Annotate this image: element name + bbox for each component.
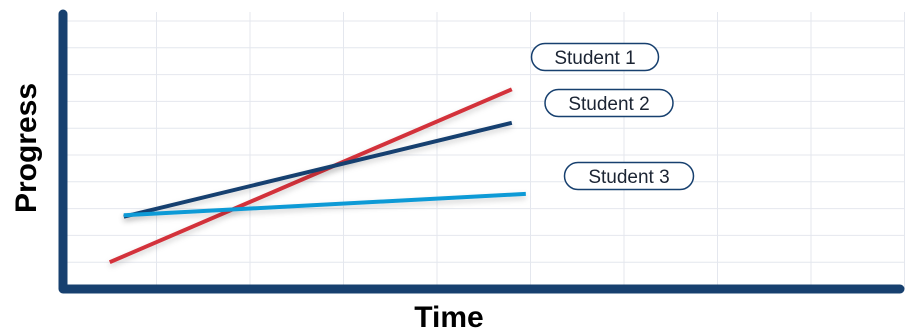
y-axis-label: Progress [10,83,43,213]
series-labels: Student 1 Student 2 Student 3 [530,42,695,191]
axes [58,9,905,294]
series-line-student-3 [123,191,526,218]
series-label-text: Student 3 [588,167,669,188]
series-line-student-1 [108,87,513,265]
grid-lines [63,12,905,289]
series-label-text: Student 1 [554,48,635,69]
axis-line [58,9,905,294]
series-label-student-3: Student 3 [563,161,695,191]
series-label-student-1: Student 1 [530,42,660,72]
series-label-pill [563,161,695,191]
series-label-student-2: Student 2 [544,88,674,118]
series-label-text: Student 2 [568,94,649,115]
x-axis-label: Time [414,301,483,334]
series-line-student-2 [123,120,513,219]
series-label-pill [544,88,674,118]
series-lines [108,87,526,265]
series-label-pill [530,42,660,72]
